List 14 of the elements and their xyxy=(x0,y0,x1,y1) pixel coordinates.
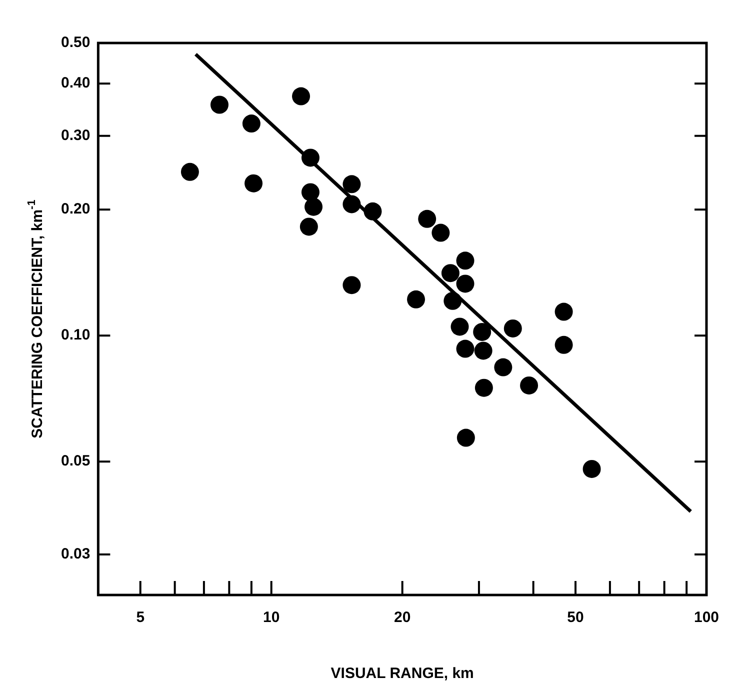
y-tick-label: 0.20 xyxy=(60,200,90,218)
y-axis-title: SCATTERING COEFFICIENT, km-1 xyxy=(26,200,46,438)
x-tick-label: 50 xyxy=(567,609,584,626)
y-tick-label: 0.40 xyxy=(60,74,90,92)
x-tick-label: 20 xyxy=(394,609,411,626)
x-tick-label: 10 xyxy=(263,609,280,626)
y-tick-label: 0.03 xyxy=(60,546,90,563)
y-tick-label: 0.10 xyxy=(60,326,90,344)
x-axis-title: VISUAL RANGE, km xyxy=(330,665,474,682)
y-tick-label: 0.50 xyxy=(60,34,90,52)
x-tick-label: 100 xyxy=(694,609,719,626)
y-tick-label: 0.05 xyxy=(60,452,90,470)
x-tick-label: 5 xyxy=(136,609,145,626)
y-tick-label: 0.30 xyxy=(60,127,90,144)
